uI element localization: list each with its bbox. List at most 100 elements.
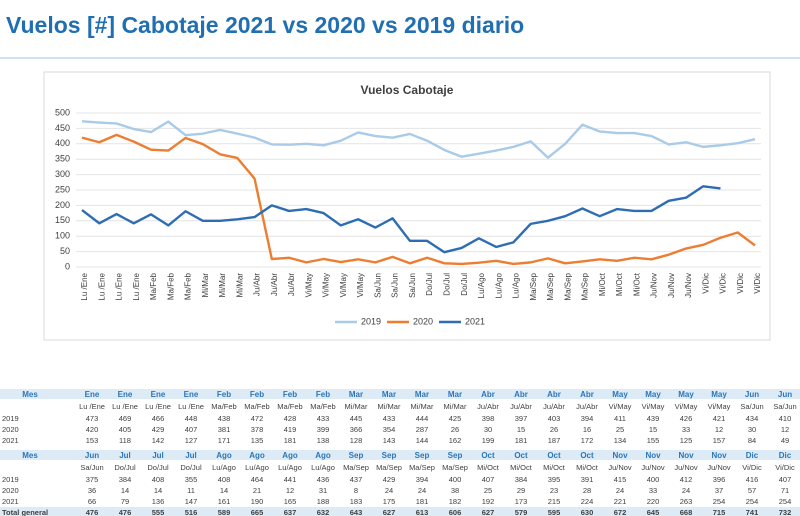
x-tick-label: Sa/Jun [391, 273, 400, 298]
value-cell: 142 [152, 436, 165, 445]
series-line [81, 185, 721, 254]
value-cell: 407 [482, 475, 495, 484]
total-row-bg [0, 507, 800, 516]
month-cell: Ene [118, 390, 133, 399]
value-cell: 741 [746, 508, 759, 516]
x-tick-label: Ma/Sep [563, 272, 572, 300]
value-cell: 627 [482, 508, 495, 516]
month-cell: May [711, 390, 727, 399]
y-tick-label: 100 [55, 231, 70, 241]
value-cell: 391 [581, 475, 594, 484]
row-label: 2020 [2, 425, 19, 434]
x-tick-label: Ju/Abr [253, 273, 262, 296]
value-cell: 57 [748, 486, 756, 495]
y-tick-label: 400 [55, 138, 70, 148]
day-cell: Sa/Jun [773, 402, 796, 411]
x-tick-label: Mi/Mar [218, 273, 227, 298]
value-cell: 16 [583, 425, 591, 434]
value-cell: 419 [284, 425, 297, 434]
value-cell: 37 [715, 486, 723, 495]
value-cell: 428 [284, 414, 297, 423]
month-cell: Ene [184, 390, 199, 399]
day-cell: Mi/Mar [411, 402, 434, 411]
value-cell: 28 [583, 486, 591, 495]
x-tick-label: Lu /Ene [115, 272, 124, 300]
month-cell: Abr [580, 390, 594, 399]
row-label: Total general [2, 508, 48, 516]
value-cell: 715 [713, 508, 726, 516]
x-tick-label: Do/Jul [425, 273, 434, 296]
value-cell: 26 [550, 425, 558, 434]
value-cell: 21 [253, 486, 261, 495]
y-tick-label: 0 [65, 261, 70, 271]
value-cell: 555 [152, 508, 165, 516]
value-cell: 38 [451, 486, 459, 495]
month-cell: Sep [415, 451, 430, 460]
y-tick-label: 500 [55, 107, 70, 117]
value-cell: 630 [581, 508, 594, 516]
month-cell: Ago [216, 451, 232, 460]
x-tick-label: Sa/Jun [408, 273, 417, 298]
value-cell: 375 [86, 475, 99, 484]
month-cell: Mar [415, 390, 429, 399]
month-cell: Oct [580, 451, 594, 460]
x-tick-label: Lu/Ago [494, 272, 503, 298]
x-tick-label: Vi/May [356, 273, 365, 297]
x-tick-label: Ma/Feb [166, 272, 175, 300]
value-cell: 66 [88, 497, 96, 506]
value-cell: 182 [449, 497, 462, 506]
value-cell: 181 [284, 436, 297, 445]
month-cell: Nov [645, 451, 661, 460]
value-cell: 24 [418, 486, 426, 495]
day-cell: Ju/Abr [543, 402, 565, 411]
value-cell: 400 [449, 475, 462, 484]
value-cell: 411 [614, 414, 626, 423]
value-cell: 24 [616, 486, 624, 495]
month-cell: Mar [448, 390, 462, 399]
value-cell: 606 [449, 508, 462, 516]
value-cell: 175 [383, 497, 396, 506]
value-cell: 732 [779, 508, 792, 516]
value-cell: 441 [284, 475, 297, 484]
day-cell: Lu/Ago [212, 463, 236, 472]
value-cell: 394 [581, 414, 594, 423]
table-header-bg [0, 450, 800, 460]
day-cell: Ju/Nov [674, 463, 698, 472]
value-cell: 469 [119, 414, 132, 423]
day-cell: Ju/Nov [608, 463, 632, 472]
month-cell: Nov [711, 451, 727, 460]
month-cell: Feb [316, 390, 330, 399]
value-cell: 589 [218, 508, 231, 516]
value-cell: 138 [317, 436, 330, 445]
month-cell: Jul [152, 451, 164, 460]
value-cell: 395 [548, 475, 561, 484]
value-cell: 71 [781, 486, 789, 495]
day-cell: Ju/Abr [576, 402, 598, 411]
month-cell: Nov [678, 451, 694, 460]
value-cell: 438 [218, 414, 231, 423]
x-tick-label: Vi/May [304, 273, 313, 297]
value-cell: 144 [416, 436, 429, 445]
day-cell: Lu /Ene [145, 402, 171, 411]
day-cell: Lu/Ago [278, 463, 302, 472]
y-tick-label: 450 [55, 123, 70, 133]
value-cell: 408 [152, 475, 165, 484]
value-cell: 355 [185, 475, 198, 484]
value-cell: 188 [317, 497, 330, 506]
value-cell: 434 [746, 414, 759, 423]
value-cell: 192 [482, 497, 495, 506]
day-cell: Ma/Sep [343, 463, 369, 472]
month-cell: May [612, 390, 628, 399]
day-cell: Vi/Dic [742, 463, 762, 472]
value-cell: 157 [713, 436, 726, 445]
month-cell: Feb [283, 390, 297, 399]
value-cell: 84 [748, 436, 756, 445]
x-tick-label: Vi/May [322, 273, 331, 297]
value-cell: 25 [616, 425, 624, 434]
day-cell: Ju/Abr [510, 402, 532, 411]
x-tick-label: Lu /Ene [80, 272, 89, 300]
series-line [81, 133, 756, 266]
y-tick-label: 200 [55, 200, 70, 210]
day-cell: Mi/Mar [345, 402, 368, 411]
